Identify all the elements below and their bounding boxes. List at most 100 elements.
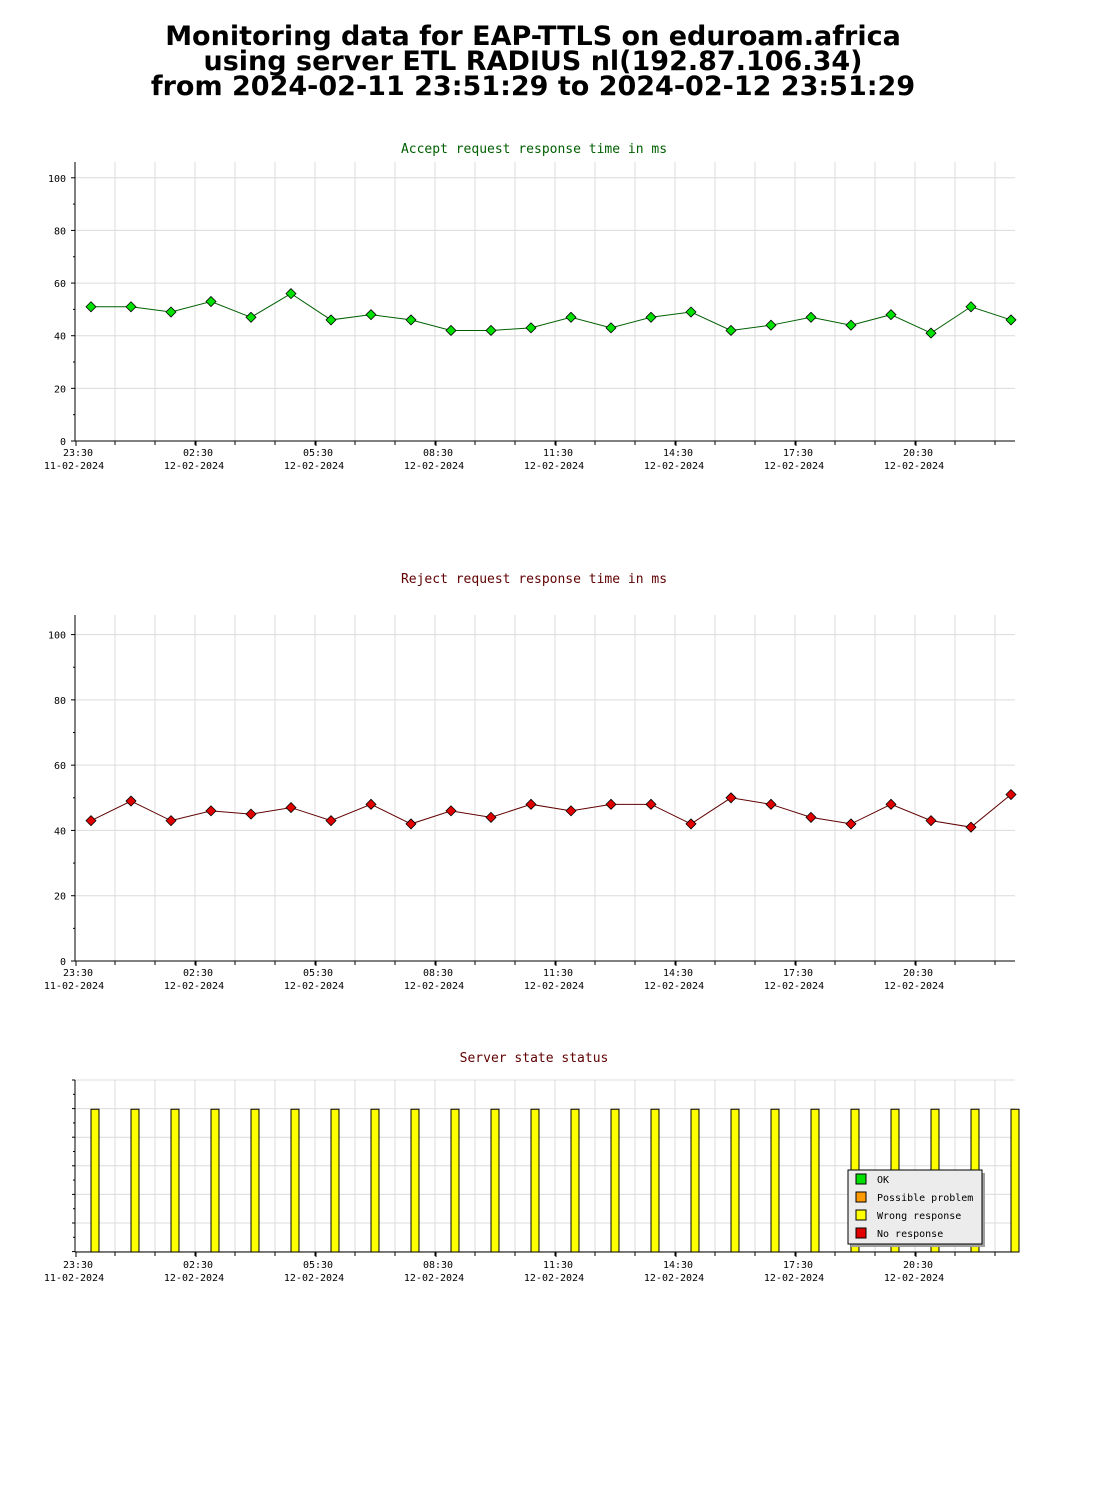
data-point bbox=[605, 322, 617, 334]
x-tick-label-time: 17:30 bbox=[783, 448, 813, 459]
status-bar bbox=[490, 1108, 500, 1253]
x-tick-label-time: 08:30 bbox=[423, 968, 453, 979]
x-tick-label-time: 11:30 bbox=[543, 1260, 573, 1271]
data-point bbox=[725, 792, 737, 804]
data-point bbox=[1005, 314, 1017, 326]
status-bar bbox=[330, 1108, 340, 1253]
data-point bbox=[485, 811, 497, 823]
data-point bbox=[645, 798, 657, 810]
accept-response-chart: Accept request response time in ms 0 20 40 6… bbox=[44, 142, 1017, 472]
x-tick-label-time: 05:30 bbox=[303, 448, 333, 459]
x-tick-label-time: 11:30 bbox=[543, 968, 573, 979]
data-point bbox=[845, 818, 857, 830]
series-line bbox=[90, 794, 1012, 828]
legend-label: OK bbox=[877, 1175, 889, 1186]
data-point bbox=[325, 314, 337, 326]
x-tick-label-date: 12-02-2024 bbox=[164, 1273, 224, 1284]
status-bar bbox=[810, 1108, 820, 1253]
x-tick-label-time: 14:30 bbox=[663, 448, 693, 459]
x-tick-label-date: 12-02-2024 bbox=[644, 981, 704, 992]
data-point bbox=[525, 798, 537, 810]
x-tick-label-date: 12-02-2024 bbox=[524, 981, 584, 992]
data-point bbox=[485, 324, 497, 337]
x-tick-label-date: 12-02-2024 bbox=[884, 1273, 944, 1284]
y-tick-label: 20 bbox=[54, 892, 66, 903]
x-tick-label-date: 12-02-2024 bbox=[764, 461, 824, 472]
data-point bbox=[645, 311, 657, 323]
status-bar bbox=[450, 1108, 460, 1253]
x-tick-label-time: 17:30 bbox=[783, 968, 813, 979]
data-point bbox=[685, 306, 697, 318]
status-bar bbox=[410, 1108, 420, 1253]
status-bar bbox=[610, 1108, 620, 1253]
data-point bbox=[245, 311, 257, 323]
x-tick-label-date: 12-02-2024 bbox=[764, 981, 824, 992]
x-tick-label-date: 12-02-2024 bbox=[284, 981, 344, 992]
status-bar bbox=[90, 1108, 100, 1253]
x-tick-label-date: 11-02-2024 bbox=[44, 981, 104, 992]
x-tick-label-time: 23:30 bbox=[63, 1260, 93, 1271]
title-line-2: using server ETL RADIUS nl(192.87.106.34… bbox=[203, 46, 863, 77]
x-tick-label-time: 05:30 bbox=[303, 968, 333, 979]
data-point bbox=[445, 805, 457, 817]
legend-box bbox=[847, 1169, 983, 1245]
status-bar bbox=[170, 1108, 180, 1253]
data-point bbox=[205, 295, 217, 308]
x-tick-label-date: 12-02-2024 bbox=[404, 1273, 464, 1284]
status-bar bbox=[570, 1108, 580, 1253]
data-point bbox=[525, 322, 537, 334]
x-tick-label-time: 11:30 bbox=[543, 448, 573, 459]
status-bar bbox=[250, 1108, 260, 1253]
x-tick-label-time: 20:30 bbox=[903, 1260, 933, 1271]
data-point bbox=[285, 288, 297, 300]
x-tick-label-time: 14:30 bbox=[663, 968, 693, 979]
legend-label: Wrong response bbox=[877, 1211, 961, 1222]
x-tick-label-date: 11-02-2024 bbox=[44, 461, 104, 472]
y-tick-label: 40 bbox=[54, 826, 66, 837]
data-point bbox=[925, 327, 937, 339]
data-point bbox=[365, 798, 377, 810]
y-tick-label: 80 bbox=[54, 226, 66, 237]
y-tick-label: 60 bbox=[54, 279, 66, 290]
y-tick-label: 100 bbox=[48, 174, 66, 185]
data-point bbox=[445, 324, 457, 337]
data-point bbox=[85, 301, 97, 313]
x-tick-label-date: 12-02-2024 bbox=[404, 981, 464, 992]
chart-title: Reject request response time in ms bbox=[401, 572, 667, 587]
reject-response-chart: Reject request response time in ms 0 20 40 6… bbox=[44, 572, 1017, 992]
x-tick-label-date: 11-02-2024 bbox=[44, 1273, 104, 1284]
status-bar bbox=[650, 1108, 660, 1253]
status-bar bbox=[730, 1108, 740, 1253]
x-tick-label-date: 12-02-2024 bbox=[644, 461, 704, 472]
data-point bbox=[565, 311, 577, 323]
x-tick-label-time: 02:30 bbox=[183, 448, 213, 459]
x-tick-label-time: 08:30 bbox=[423, 448, 453, 459]
data-point bbox=[165, 306, 177, 318]
data-point bbox=[405, 818, 417, 830]
x-tick-label-time: 02:30 bbox=[183, 968, 213, 979]
data-point bbox=[685, 818, 697, 830]
y-tick-label: 0 bbox=[60, 437, 66, 448]
legend-label: No response bbox=[877, 1229, 943, 1240]
data-point bbox=[1005, 788, 1017, 801]
chart-title: Server state status bbox=[460, 1051, 609, 1066]
x-tick-label-time: 23:30 bbox=[63, 448, 93, 459]
data-point bbox=[245, 808, 257, 820]
x-tick-label-time: 17:30 bbox=[783, 1260, 813, 1271]
x-tick-label-time: 20:30 bbox=[903, 968, 933, 979]
y-tick-label: 100 bbox=[48, 631, 66, 642]
legend-swatch bbox=[855, 1173, 867, 1185]
status-bar bbox=[530, 1108, 540, 1253]
chart-title: Accept request response time in ms bbox=[401, 142, 667, 157]
x-tick-label-time: 05:30 bbox=[303, 1260, 333, 1271]
data-point bbox=[405, 314, 417, 326]
x-tick-label-time: 08:30 bbox=[423, 1260, 453, 1271]
status-bar bbox=[130, 1108, 140, 1253]
data-point bbox=[85, 815, 97, 827]
data-point bbox=[805, 811, 817, 823]
y-tick-label: 0 bbox=[60, 957, 66, 968]
data-point bbox=[725, 324, 737, 337]
y-tick-label: 40 bbox=[54, 332, 66, 343]
data-point bbox=[885, 798, 897, 810]
x-tick-label-date: 12-02-2024 bbox=[764, 1273, 824, 1284]
